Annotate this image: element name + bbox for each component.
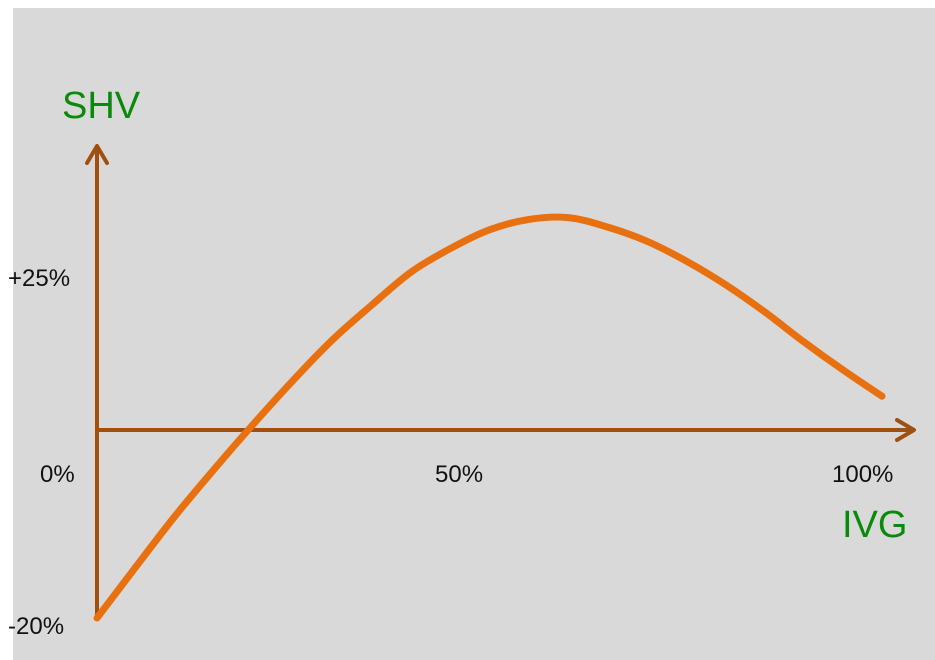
y-tick-label-neg20: -20% xyxy=(8,613,64,640)
x-tick-label-100: 100% xyxy=(832,461,893,488)
y-tick-label-pos25: +25% xyxy=(8,265,70,292)
x-tick-label-50: 50% xyxy=(435,461,483,488)
series-line xyxy=(93,213,886,622)
y-axis-title: SHV xyxy=(62,85,141,127)
chart-panel xyxy=(13,8,935,660)
x-tick-label-0: 0% xyxy=(40,461,75,488)
x-axis-title: IVG xyxy=(842,504,907,546)
x-axis-arrowhead xyxy=(895,418,916,442)
y-axis-arrowhead xyxy=(85,144,109,165)
